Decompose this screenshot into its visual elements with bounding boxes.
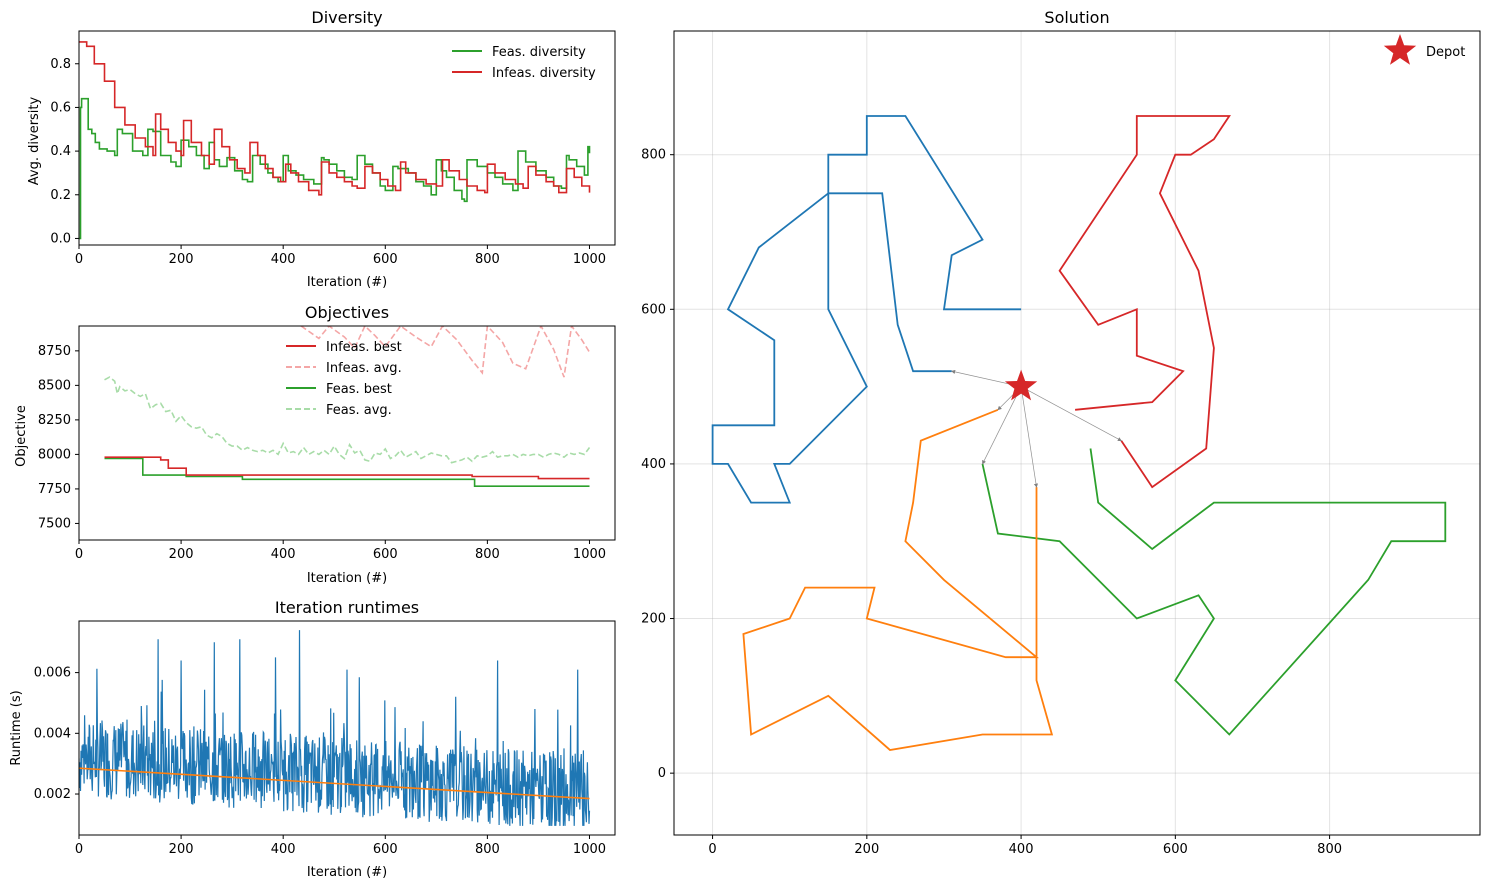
objectives-ytick-label: 8000 [38, 447, 71, 462]
objectives-xtick-label: 600 [373, 547, 398, 562]
depot-star-icon [1004, 369, 1038, 401]
solution-xtick-label: 400 [1009, 842, 1034, 857]
diversity-xtick-label: 400 [271, 252, 296, 267]
diversity-xtick-label: 600 [373, 252, 398, 267]
objectives-legend: Infeas. best Infeas. avg. Feas. best Fea… [286, 340, 402, 418]
legend-label-depot: Depot [1426, 45, 1465, 60]
objectives-chart: Objectives 0 200 400 600 800 1000 7500 7750 800… [14, 303, 616, 586]
solution-chart: Solution 0 200 400 600 800 0 200 400 600 800 Dep… [641, 8, 1481, 857]
diversity-series-infeas [79, 41, 591, 196]
runtimes-ylabel: Runtime (s) [9, 690, 24, 765]
objectives-xtick-label: 400 [271, 547, 296, 562]
runtimes-ytick-label: 0.004 [34, 726, 71, 741]
route-2-red [1058, 115, 1231, 489]
objectives-axes-frame [78, 325, 616, 541]
runtimes-ytick-label: 0.006 [34, 666, 71, 681]
solution-xtick-label: 600 [1163, 842, 1188, 857]
legend-label-feas-diversity: Feas. diversity [492, 45, 586, 60]
diversity-axes-frame [78, 30, 616, 246]
objectives-xtick-label: 1000 [573, 547, 606, 562]
objectives-ytick-label: 8500 [38, 378, 71, 393]
legend-depot-star-icon [1383, 34, 1417, 65]
route-3-green [981, 448, 1447, 736]
route-1-blue [827, 115, 1022, 373]
diversity-ytick-label: 0.0 [50, 231, 71, 246]
diversity-xtick-label: 200 [169, 252, 194, 267]
objectives-ytick-label: 8250 [38, 413, 71, 428]
objectives-ytick-label: 8750 [38, 344, 71, 359]
objectives-xtick-label: 0 [75, 547, 83, 562]
solution-xtick-label: 200 [854, 842, 879, 857]
runtimes-xtick-label: 0 [75, 842, 83, 857]
solution-ytick-label: 0 [658, 766, 666, 781]
runtimes-xtick-label: 200 [169, 842, 194, 857]
diversity-series-feas [79, 97, 591, 240]
objectives-xtick-label: 200 [169, 547, 194, 562]
solution-ytick-label: 600 [641, 302, 666, 317]
legend-label-feas-best: Feas. best [326, 382, 392, 397]
objectives-xtick-label: 800 [475, 547, 500, 562]
objectives-ylabel: Objective [14, 405, 29, 467]
obj-feas-best-line [104, 457, 590, 488]
runtime-trend-line [78, 767, 590, 800]
runtimes-xtick-label: 600 [373, 842, 398, 857]
depot-arrow [1020, 386, 1039, 488]
runtimes-axes-frame [78, 620, 616, 836]
diversity-ytick-label: 0.4 [50, 144, 71, 159]
solution-legend: Depot [1383, 34, 1465, 65]
obj-infeas-avg-line [300, 326, 591, 378]
runtimes-xtick-label: 800 [475, 842, 500, 857]
runtimes-xtick-label: 400 [271, 842, 296, 857]
objectives-xlabel: Iteration (#) [307, 571, 387, 586]
runtime-series-line [79, 630, 591, 826]
diversity-legend: Feas. diversity Infeas. diversity [452, 45, 596, 81]
diversity-xtick-label: 0 [75, 252, 83, 267]
diversity-xtick-label: 800 [475, 252, 500, 267]
runtimes-title: Iteration runtimes [275, 598, 419, 617]
diversity-chart: Diversity 0 200 400 600 800 1000 0.0 0.2 0.4 0.6… [27, 8, 616, 290]
solution-ytick-label: 400 [641, 457, 666, 472]
diversity-xlabel: Iteration (#) [307, 275, 387, 290]
diversity-ylabel: Avg. diversity [27, 96, 42, 185]
diversity-xtick-label: 1000 [573, 252, 606, 267]
diversity-ytick-label: 0.6 [50, 100, 71, 115]
legend-label-infeas-diversity: Infeas. diversity [492, 66, 596, 81]
runtimes-xtick-label: 1000 [573, 842, 606, 857]
route-4-orange [742, 408, 1054, 751]
diversity-title: Diversity [311, 8, 382, 27]
obj-infeas-best-line [104, 456, 590, 480]
objectives-ytick-label: 7750 [38, 482, 71, 497]
legend-label-feas-avg: Feas. avg. [326, 403, 392, 418]
route-1-blue-branch [711, 192, 868, 504]
legend-label-infeas-avg: Infeas. avg. [326, 361, 402, 376]
runtimes-chart: Iteration runtimes 0 200 400 600 800 1000 0.0… [9, 598, 616, 880]
runtimes-ytick-label: 0.002 [34, 787, 71, 802]
depot-arrow [1020, 386, 1122, 442]
diversity-ytick-label: 0.2 [50, 188, 71, 203]
runtimes-xlabel: Iteration (#) [307, 865, 387, 880]
objectives-title: Objectives [305, 303, 389, 322]
obj-feas-avg-line [104, 376, 591, 464]
objectives-ytick-label: 7500 [38, 516, 71, 531]
diversity-ytick-label: 0.8 [50, 57, 71, 72]
solution-ytick-label: 800 [641, 148, 666, 163]
solution-xtick-label: 800 [1317, 842, 1342, 857]
solution-ytick-label: 200 [641, 612, 666, 627]
solution-axes-frame [673, 30, 1481, 836]
depot-arrow [982, 386, 1022, 465]
legend-label-infeas-best: Infeas. best [326, 340, 402, 355]
solution-title: Solution [1044, 8, 1109, 27]
solution-xtick-label: 0 [708, 842, 716, 857]
